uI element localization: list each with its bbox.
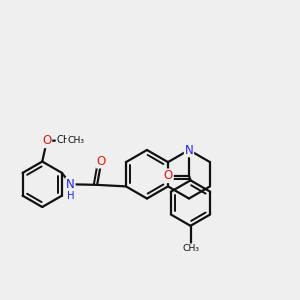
- Text: N: N: [66, 178, 75, 191]
- Text: H: H: [67, 191, 74, 201]
- Text: N: N: [184, 143, 194, 157]
- Text: O: O: [97, 155, 106, 168]
- Text: CH₃: CH₃: [56, 135, 75, 145]
- Text: CH₃: CH₃: [182, 244, 199, 253]
- Text: CH₃: CH₃: [67, 136, 84, 145]
- Text: O: O: [164, 169, 173, 182]
- Text: O: O: [42, 134, 51, 147]
